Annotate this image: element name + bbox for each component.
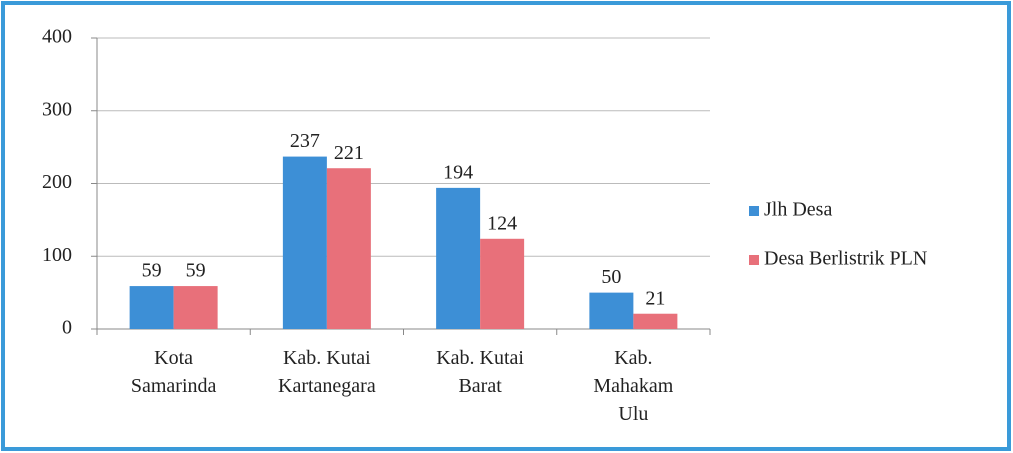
x-tick-label: Kota Samarinda <box>131 347 217 397</box>
value-label: 194 <box>443 161 473 183</box>
bar <box>633 313 678 329</box>
value-label: 59 <box>186 260 206 282</box>
y-tick-label: 200 <box>42 171 72 193</box>
x-tick-label: Kab. Kutai Kartanegara <box>278 347 376 397</box>
bar <box>173 286 218 329</box>
value-label: 237 <box>290 130 320 152</box>
bar <box>480 238 525 329</box>
value-label: 59 <box>142 260 162 282</box>
bar <box>326 168 371 329</box>
legend-label: Desa Berlistrik PLN <box>764 248 927 270</box>
y-tick-label: 100 <box>42 244 72 266</box>
y-tick-label: 400 <box>42 26 72 48</box>
value-label: 124 <box>487 212 517 234</box>
x-tick-label: Kab. Kutai Barat <box>436 347 524 397</box>
x-tick-label: Kab. Mahakam Ulu <box>593 347 673 425</box>
value-label: 50 <box>601 266 621 288</box>
y-tick-label: 0 <box>62 317 72 339</box>
bar <box>589 292 634 329</box>
value-label: 21 <box>645 287 665 309</box>
bar <box>436 187 481 329</box>
legend-label: Jlh Desa <box>764 199 832 221</box>
legend-swatch <box>749 206 759 216</box>
legend-swatch <box>749 255 759 265</box>
bar <box>282 156 327 329</box>
bar <box>129 286 174 329</box>
y-tick-label: 300 <box>42 98 72 120</box>
value-label: 221 <box>334 142 364 164</box>
